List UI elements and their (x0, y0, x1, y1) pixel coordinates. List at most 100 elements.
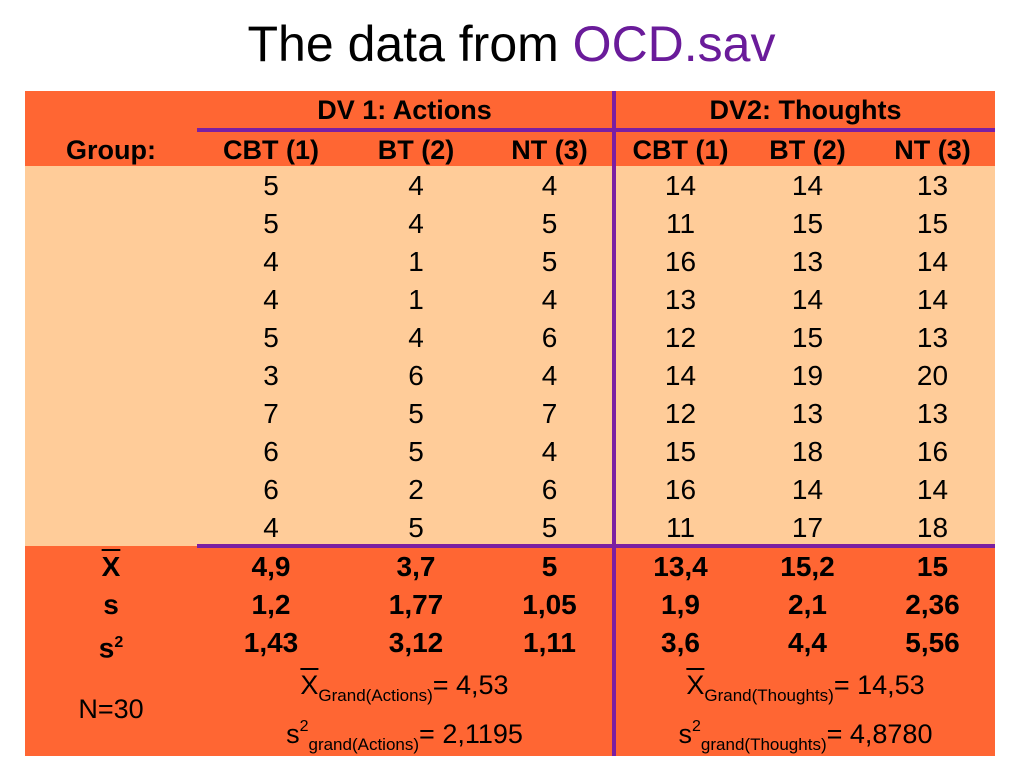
grand-mean-actions-sub: Grand(Actions) (318, 686, 433, 705)
data-cell: 14 (916, 474, 949, 505)
stats-divider (197, 544, 995, 548)
data-cell: 6 (541, 474, 558, 505)
stat-cell-sd: 1,9 (661, 589, 700, 620)
data-cell: 5 (408, 512, 424, 543)
data-cell: 4 (541, 436, 558, 467)
data-cell: 4 (541, 170, 558, 201)
stat-cell-var: 4,4 (788, 627, 827, 658)
column-header-dv2-nt: NT (3) (894, 135, 971, 165)
stat-label-var: s2 (25, 625, 197, 666)
column-header-dv2-bt: BT (2) (769, 135, 846, 165)
data-cell: 5 (263, 322, 279, 353)
stat-cell-mean: 15,2 (780, 551, 835, 582)
title-text: The data from (247, 16, 573, 72)
data-cell: 1 (408, 284, 424, 315)
data-cell: 11 (665, 512, 696, 543)
grand-var-thoughts: s2grand(Thoughts)= 4,8780 (616, 709, 995, 763)
dv-divider (612, 91, 616, 756)
grand-mean-actions: XGrand(Actions)= 4,53 (197, 667, 612, 714)
data-cell: 6 (263, 474, 279, 505)
data-cell: 6 (263, 436, 279, 467)
stat-cell-mean: 3,7 (396, 551, 436, 582)
data-cell: 14 (664, 170, 697, 201)
grand-mean-thoughts: XGrand(Thoughts)= 14,53 (616, 667, 995, 714)
data-cell: 7 (541, 398, 558, 429)
grand-mean-thoughts-sub: Grand(Thoughts) (704, 686, 834, 705)
data-cell: 18 (916, 512, 949, 543)
xbar-symbol: X (686, 670, 705, 700)
data-cell: 16 (664, 246, 697, 277)
data-cell: 3 (263, 360, 279, 391)
data-cell: 13 (916, 398, 949, 429)
grand-var-actions: s2grand(Actions)= 2,1195 (197, 709, 612, 763)
data-cell: 4 (263, 246, 279, 277)
data-cell: 19 (791, 360, 824, 391)
data-cell: 5 (263, 170, 279, 201)
stat-cell-sd: 1,77 (388, 589, 444, 620)
data-cell: 15 (791, 322, 824, 353)
data-cell: 13 (664, 284, 697, 315)
s-symbol: s (103, 589, 119, 620)
stat-label-sd: s (25, 587, 197, 623)
data-cell: 13 (791, 398, 824, 429)
data-cell: 4 (263, 284, 279, 315)
data-cell: 15 (791, 208, 824, 239)
xbar-symbol: X (101, 551, 121, 582)
data-cell: 5 (408, 398, 424, 429)
stat-cell-sd: 1,05 (522, 589, 577, 620)
data-cell: 15 (916, 208, 949, 239)
data-cell: 17 (791, 512, 824, 543)
data-cell: 12 (664, 398, 697, 429)
data-cell: 11 (665, 208, 696, 239)
data-cell: 4 (263, 512, 279, 543)
stat-cell-var: 3,12 (388, 627, 444, 658)
title-filename: OCD.sav (572, 16, 776, 72)
s-symbol: s (678, 719, 693, 749)
data-cell: 14 (916, 284, 949, 315)
data-cell: 5 (263, 208, 279, 239)
column-header-dv1-bt: BT (2) (377, 135, 455, 165)
column-header-dv1-cbt: CBT (1) (223, 135, 319, 165)
data-cell: 13 (916, 322, 949, 353)
data-cell: 16 (916, 436, 949, 467)
data-cell: 5 (541, 246, 558, 277)
data-cell: 5 (408, 436, 424, 467)
data-cell: 5 (541, 208, 558, 239)
grand-var-actions-value: = 2,1195 (419, 719, 523, 749)
stat-label-mean: X (25, 549, 197, 585)
data-cell: 4 (408, 208, 424, 239)
stat-cell-var: 3,6 (661, 627, 700, 658)
data-cell: 13 (791, 246, 824, 277)
data-cell: 16 (664, 474, 697, 505)
grand-mean-actions-value: = 4,53 (432, 670, 509, 700)
data-band (25, 166, 995, 546)
data-cell: 20 (916, 360, 949, 391)
data-cell: 4 (541, 284, 558, 315)
xbar-symbol: X (300, 670, 319, 700)
grand-mean-thoughts-value: = 14,53 (833, 670, 925, 700)
grand-var-thoughts-sub: grand(Thoughts) (700, 735, 827, 754)
s-symbol: s (286, 719, 300, 749)
stat-cell-mean: 13,4 (653, 551, 708, 582)
data-cell: 14 (664, 360, 697, 391)
superscript-2: 2 (692, 718, 701, 735)
n-label: N=30 (78, 694, 144, 724)
grand-var-actions-sub: grand(Actions) (308, 735, 420, 754)
group-label: Group: (66, 135, 156, 165)
dv1-header: DV 1: Actions (317, 95, 492, 125)
data-cell: 14 (916, 246, 949, 277)
stats-band (25, 546, 995, 756)
page-title: The data from OCD.sav (0, 14, 1023, 74)
data-cell: 12 (664, 322, 697, 353)
stat-cell-sd: 2,36 (905, 589, 960, 620)
data-cell: 14 (791, 170, 824, 201)
s-symbol: s (98, 632, 115, 664)
data-cell: 5 (541, 512, 558, 543)
stat-cell-sd: 1,2 (251, 589, 291, 620)
superscript-2: 2 (114, 634, 124, 651)
data-cell: 14 (791, 474, 824, 505)
data-cell: 15 (664, 436, 697, 467)
data-cell: 2 (408, 474, 424, 505)
stat-cell-var: 1,43 (243, 627, 299, 658)
stat-cell-mean: 4,9 (251, 551, 291, 582)
